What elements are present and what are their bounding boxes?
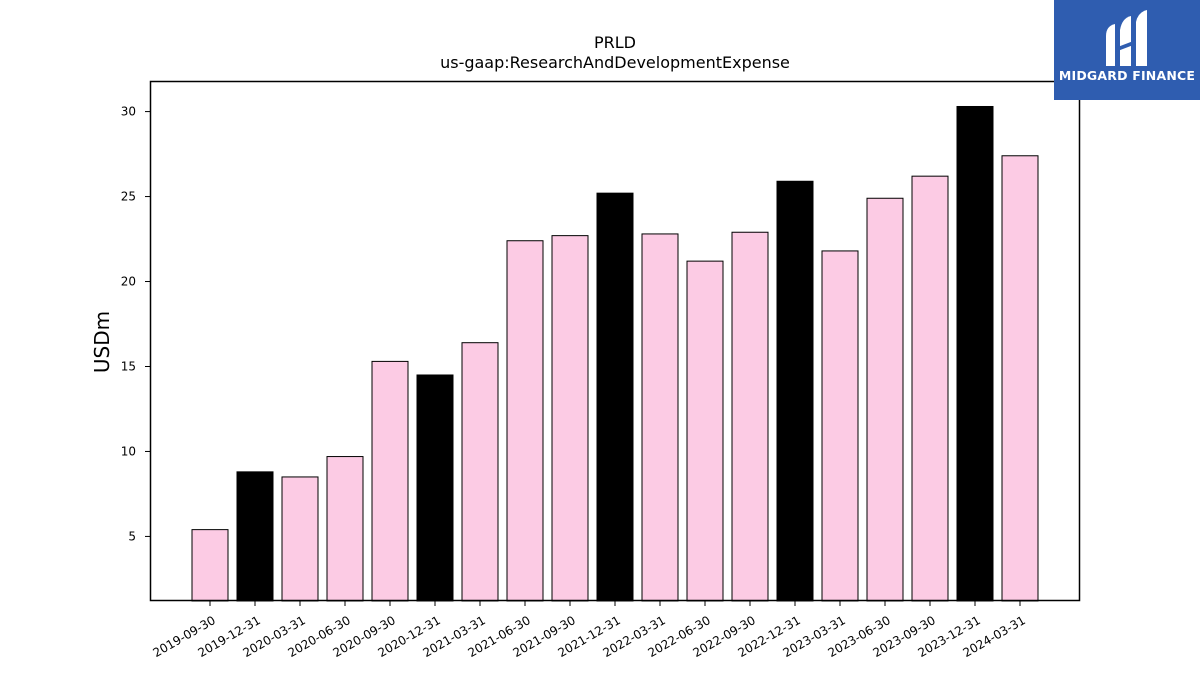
y-tick-label: 30 [121, 105, 136, 119]
bar-2023-09-30 [911, 175, 949, 602]
bar-2019-09-30 [191, 529, 229, 602]
bar-2022-03-31 [641, 233, 679, 602]
chart-title: PRLD [594, 33, 636, 52]
chart-subtitle: us-gaap:ResearchAndDevelopmentExpense [440, 53, 790, 72]
logo-mark-icon [1106, 10, 1147, 66]
bar-2023-12-31 [956, 105, 994, 602]
y-tick-label: 15 [121, 359, 136, 373]
bar-2020-12-31 [416, 374, 454, 602]
x-axis-ticks: 2019-09-302019-12-312020-03-312020-06-30… [150, 601, 1028, 660]
midgard-finance-logo: MIDGARD FINANCE [1054, 0, 1200, 100]
y-axis-ticks: 5 10 15 20 25 30 [121, 105, 150, 543]
bar-2021-03-31 [461, 342, 499, 602]
bar-2020-03-31 [281, 476, 319, 602]
y-axis-label: USDm [90, 311, 114, 373]
bar-2021-12-31 [596, 192, 634, 602]
bar-2022-09-30 [731, 231, 769, 602]
bar-2020-09-30 [371, 360, 409, 602]
bar-2021-09-30 [551, 235, 589, 602]
bars [191, 105, 1039, 602]
bar-2021-06-30 [506, 240, 544, 602]
bar-2020-06-30 [326, 456, 364, 602]
y-tick-label: 25 [121, 190, 136, 204]
y-tick-label: 10 [121, 444, 136, 458]
logo-text: MIDGARD FINANCE [1058, 68, 1196, 83]
bar-2022-06-30 [686, 260, 724, 602]
bar-2023-03-31 [821, 250, 859, 602]
y-tick-label: 20 [121, 275, 136, 289]
bar-2019-12-31 [236, 471, 274, 602]
bar-2023-06-30 [866, 197, 904, 602]
bar-2022-12-31 [776, 180, 814, 602]
plot-frame [149, 80, 1081, 602]
bar-2024-03-31 [1001, 155, 1039, 602]
y-tick-label: 5 [128, 529, 136, 543]
